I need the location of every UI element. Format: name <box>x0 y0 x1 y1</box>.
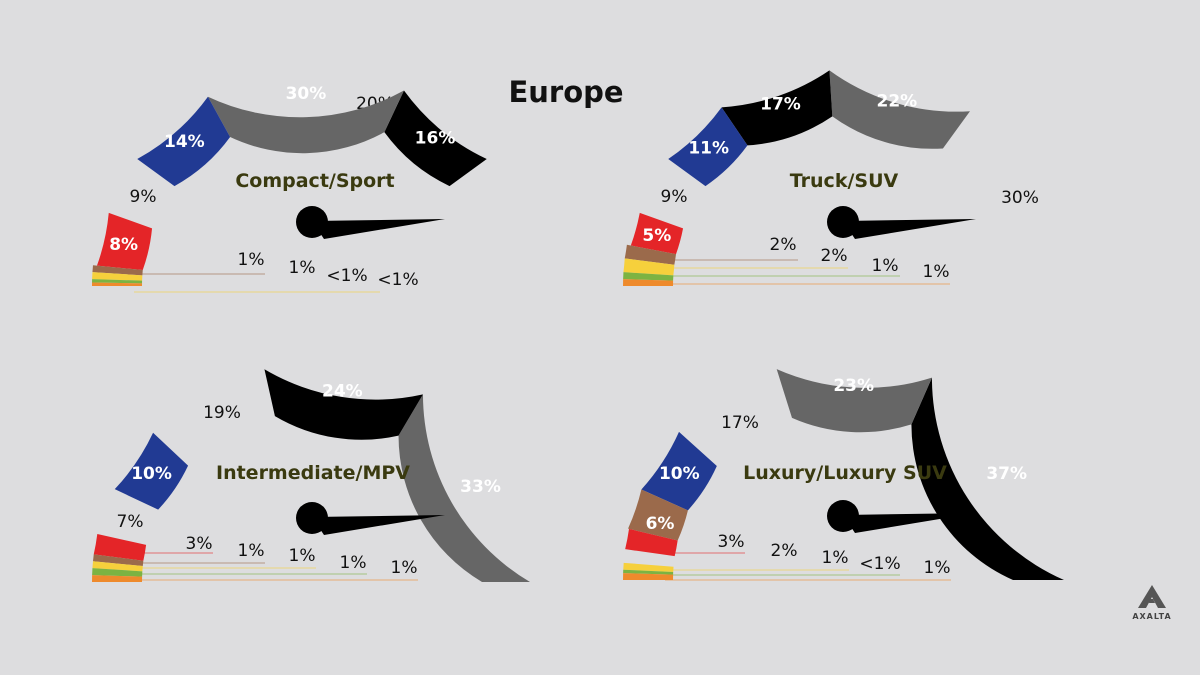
segment-value-label: 2% <box>771 541 798 561</box>
segment-value-label: 23% <box>833 376 874 396</box>
gauge-needle-hub <box>827 500 859 532</box>
segment-value-label: 1% <box>238 541 265 561</box>
gauge-title: Intermediate/MPV <box>216 462 410 484</box>
gauge-segment <box>93 534 147 561</box>
gauge-segment <box>829 70 970 149</box>
segment-value-label: 14% <box>164 132 205 152</box>
gauge-segment <box>92 575 143 582</box>
gauge-segment <box>398 394 530 582</box>
gauge-1: 20%16%30%14%9%8%1%1%<1%<1%Compact/Sport <box>92 84 487 293</box>
segment-value-label: 10% <box>131 464 172 484</box>
gauge-segment <box>92 282 143 286</box>
segment-value-label: 24% <box>322 381 363 401</box>
gauge-segment <box>623 569 674 575</box>
segment-value-label: 1% <box>391 558 418 578</box>
segment-value-label: 1% <box>822 548 849 568</box>
brand-name: AXALTA <box>1132 612 1171 621</box>
segment-value-label: 17% <box>721 413 759 433</box>
gauge-segment <box>624 244 677 265</box>
segment-value-label: <1% <box>859 554 900 574</box>
gauge-segment <box>628 489 688 541</box>
gauge-needle-hub <box>296 206 328 238</box>
segment-value-label: 1% <box>924 558 951 578</box>
segment-value-label: 8% <box>109 235 138 255</box>
gauge-title: Compact/Sport <box>235 170 394 192</box>
gauge-segment <box>92 561 143 572</box>
segment-value-label: 1% <box>923 262 950 282</box>
gauge-segment <box>641 431 717 511</box>
axalta-logo-icon <box>1138 585 1166 608</box>
gauge-needle-hub <box>296 502 328 534</box>
gauge-segment <box>776 369 932 433</box>
segment-value-label: 30% <box>1001 188 1039 208</box>
gauge-needle <box>312 219 445 239</box>
gauge-segment <box>114 432 189 510</box>
brand-logo: AXALTA <box>1132 585 1171 621</box>
segment-value-label: 1% <box>238 250 265 270</box>
gauge-segment <box>911 377 1064 580</box>
gauge-segment <box>623 258 675 276</box>
gauge-title: Truck/SUV <box>790 170 899 192</box>
segment-value-label: 16% <box>415 128 456 148</box>
gauge-segment <box>264 369 423 440</box>
gauge-segment <box>630 212 684 255</box>
segment-value-label: 17% <box>760 94 801 114</box>
gauge-segment <box>96 212 153 271</box>
gauge-segment <box>625 528 678 557</box>
segment-value-label: 7% <box>117 512 144 532</box>
segment-value-label: 2% <box>821 246 848 266</box>
gauge-charts: 20%16%30%14%9%8%1%1%<1%<1%Compact/Sport3… <box>92 70 1064 582</box>
gauge-title: Luxury/Luxury SUV <box>743 462 947 484</box>
page-title: Europe <box>508 75 623 109</box>
gauge-3: 33% 24% 19% 10% 7% 3% 1% 1% 1% 1% Intermediate/MPV <box>92 369 530 582</box>
gauge-needle <box>843 513 976 533</box>
gauge-segment <box>92 554 144 567</box>
gauge-needle-hub <box>827 206 859 238</box>
gauge-segment <box>623 562 674 573</box>
segment-value-label: 9% <box>661 187 688 207</box>
segment-value-label: 1% <box>289 258 316 278</box>
segment-value-label: 3% <box>718 532 745 552</box>
segment-value-label: 2% <box>770 235 797 255</box>
gauge-segment <box>668 107 748 187</box>
gauge-segment <box>137 96 231 187</box>
gauge-segment <box>623 272 674 281</box>
gauge-segment <box>384 90 487 187</box>
gauge-segment <box>721 70 833 146</box>
segment-value-label: 5% <box>642 226 671 246</box>
segment-value-label: 1% <box>289 546 316 566</box>
segment-value-label: 1% <box>340 553 367 573</box>
segment-value-label: 37% <box>986 464 1027 484</box>
segment-value-label: <1% <box>377 270 418 290</box>
segment-value-label: 30% <box>286 84 327 104</box>
segment-value-label: 6% <box>646 514 675 534</box>
segment-value-label: <1% <box>326 266 367 286</box>
segment-value-label: 9% <box>130 187 157 207</box>
gauge-segment <box>623 573 674 580</box>
gauge-segment <box>92 279 143 284</box>
segment-value-label: 19% <box>203 403 241 423</box>
segment-value-label: 10% <box>659 464 700 484</box>
segment-value-label: 3% <box>186 534 213 554</box>
gauge-2: 30% 22% 17% 11% 9% 5% 2% 2% 1% 1% Truck/SUV <box>623 70 1039 286</box>
segment-value-label: 22% <box>876 92 917 112</box>
segment-value-label: 33% <box>460 477 501 497</box>
gauge-needle <box>843 219 976 239</box>
gauge-4: 37% 23% 17% 10% 6% 3% 2% 1% <1% 1% Luxury/Luxury S… <box>623 369 1064 581</box>
segment-value-label: 11% <box>688 138 729 158</box>
gauge-segment <box>92 568 143 577</box>
gauge-segment <box>92 265 143 276</box>
gauge-segment <box>92 272 143 281</box>
gauge-segment <box>207 90 404 154</box>
gauge-needle <box>312 515 445 535</box>
gauge-segment <box>623 279 674 286</box>
segment-value-label: 1% <box>872 256 899 276</box>
